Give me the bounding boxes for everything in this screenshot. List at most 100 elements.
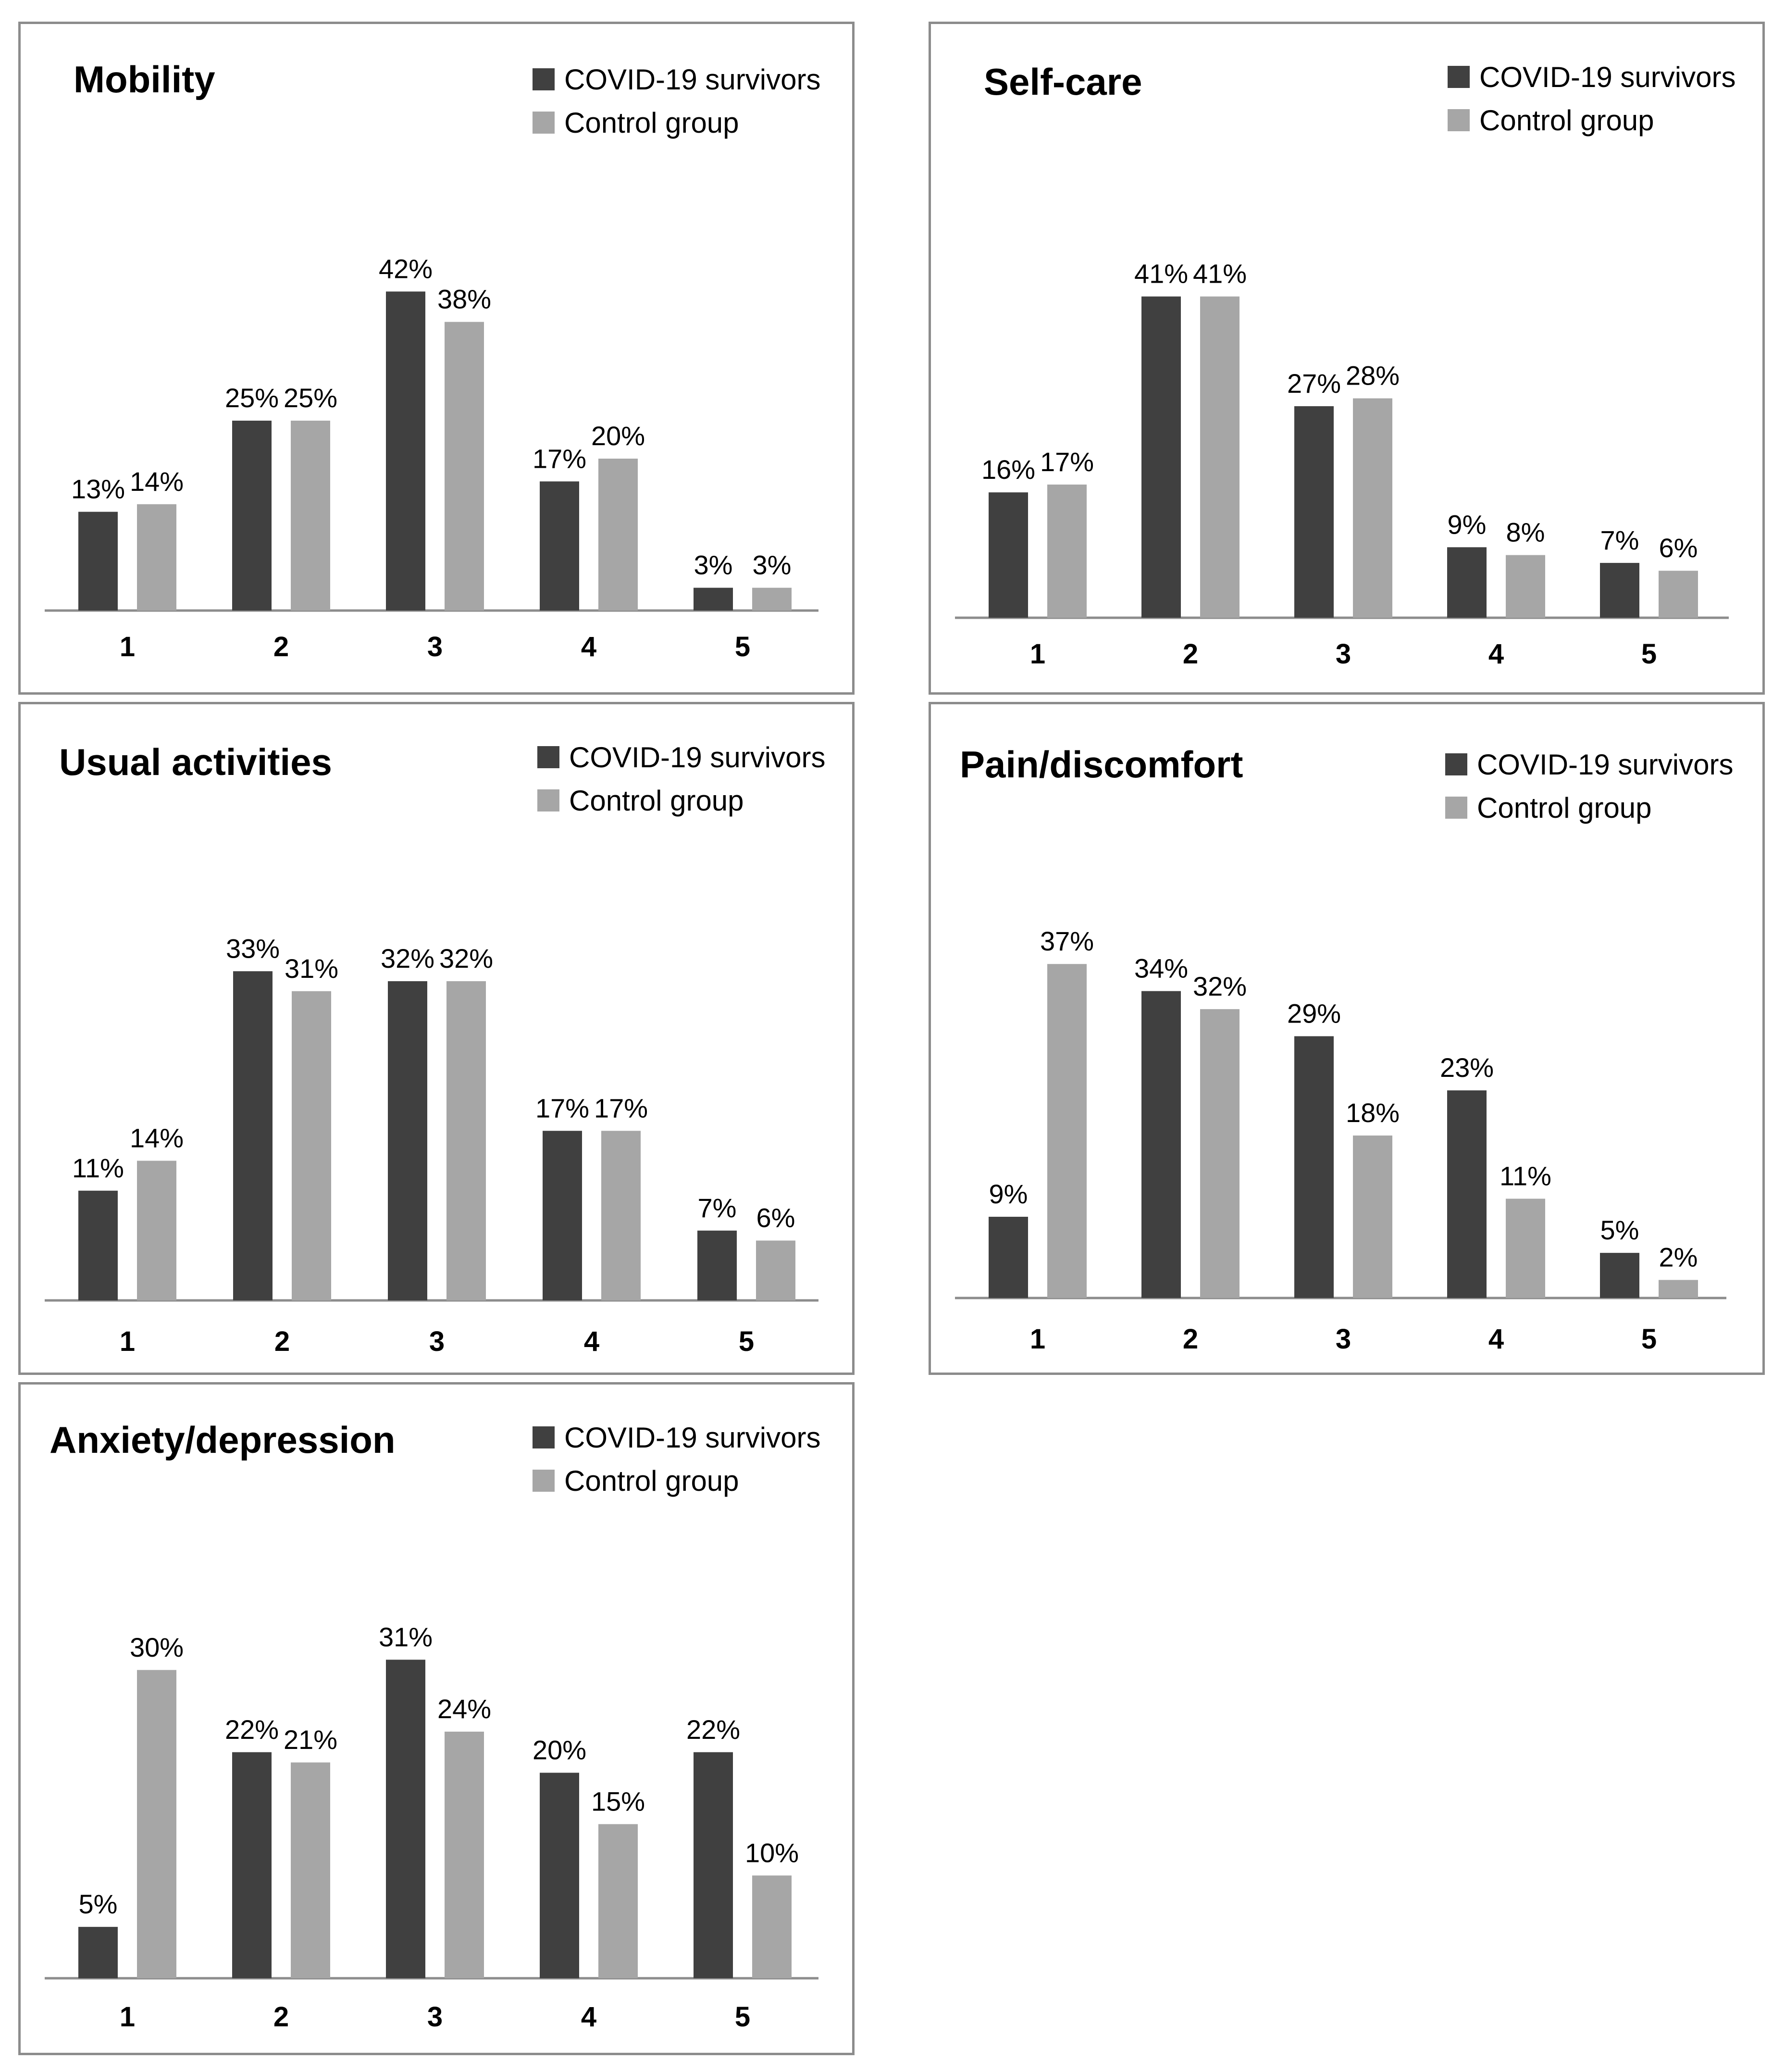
chart-panel-mobility: 13% 14% 1 25% 25% 2 42% 38% 3 17% 20% 4 3% 3% 5 Mobilit… bbox=[18, 22, 855, 695]
bar-covid-2 bbox=[232, 421, 272, 611]
bar-control-3 bbox=[1353, 398, 1392, 618]
chart-panel-pain-discomfort: 9% 37% 1 34% 32% 2 29% 18% 3 23% 11% 4 5% 2% 5 Pain/dis… bbox=[929, 702, 1765, 1375]
data-label: 27% bbox=[1287, 368, 1341, 399]
bar-covid-4 bbox=[543, 1131, 582, 1300]
bar-covid-3 bbox=[386, 291, 425, 611]
x-tick-label: 1 bbox=[1030, 1323, 1045, 1355]
chart-panel-self-care: 16% 17% 1 41% 41% 2 27% 28% 3 9% 8% 4 7% 6% 5 Self-care… bbox=[929, 22, 1765, 695]
data-label: 17% bbox=[533, 443, 586, 474]
bar-control-5 bbox=[756, 1240, 795, 1300]
data-label: 6% bbox=[1659, 533, 1698, 563]
bar-covid-1 bbox=[78, 512, 118, 611]
chart-plot: 11%14% 1 33%31% 2 32% 32% 3 17% 17% 4 7% 6% 5 bbox=[45, 933, 818, 1357]
legend-swatch bbox=[1448, 66, 1470, 88]
data-label: 3% bbox=[694, 550, 733, 580]
chart-title: Mobility bbox=[74, 58, 215, 100]
bar-covid-3 bbox=[1294, 1036, 1334, 1298]
data-label: 33% bbox=[226, 933, 280, 963]
legend-item: COVID-19 survivors bbox=[533, 58, 820, 101]
bar-covid-3 bbox=[386, 1660, 425, 1978]
x-tick-label: 3 bbox=[427, 631, 443, 662]
chart-plot: 13% 14% 1 25% 25% 2 42%38% 3 17%20% 4 3% 3% 5 bbox=[45, 253, 818, 662]
legend-item: Control group bbox=[1445, 786, 1733, 829]
data-label: 24% bbox=[437, 1694, 491, 1724]
data-label: 17% bbox=[594, 1093, 648, 1123]
bar-control-5 bbox=[752, 587, 792, 611]
chart-plot: 5%30%122% 21%231%24%320%15%422%10%5 bbox=[45, 1622, 818, 2033]
legend-item: Control group bbox=[533, 1459, 820, 1502]
data-label: 38% bbox=[437, 284, 491, 314]
data-label: 13% bbox=[71, 474, 125, 504]
data-label: 5% bbox=[1600, 1215, 1639, 1245]
x-tick-label: 4 bbox=[581, 631, 596, 662]
bar-control-1 bbox=[137, 1670, 176, 1978]
data-label: 2% bbox=[1659, 1242, 1698, 1272]
data-label: 16% bbox=[981, 454, 1035, 485]
bar-covid-5 bbox=[1600, 562, 1639, 618]
bar-control-1 bbox=[137, 1161, 176, 1300]
data-label: 17% bbox=[535, 1093, 589, 1123]
legend-label: Control group bbox=[1479, 104, 1654, 137]
x-tick-label: 5 bbox=[1641, 1323, 1657, 1355]
data-label: 22% bbox=[686, 1714, 740, 1745]
chart-panel-anxiety-depression: 5% 30% 1 22% 21% 2 31% 24% 3 20% 15% 4 22% 10% 5 Anxiet… bbox=[18, 1382, 855, 2055]
bar-covid-3 bbox=[388, 981, 427, 1300]
legend-swatch bbox=[533, 1470, 555, 1492]
data-label: 7% bbox=[698, 1193, 737, 1223]
bar-control-4 bbox=[1506, 1198, 1545, 1298]
data-label: 20% bbox=[591, 421, 645, 451]
bar-control-3 bbox=[445, 1732, 484, 1978]
data-label: 32% bbox=[1193, 971, 1247, 1001]
bar-control-1 bbox=[137, 504, 176, 611]
data-label: 34% bbox=[1134, 953, 1188, 984]
chart-title: Anxiety/depression bbox=[50, 1419, 396, 1461]
chart-title: Pain/discomfort bbox=[960, 743, 1243, 786]
x-tick-label: 1 bbox=[1030, 638, 1045, 670]
x-tick-label: 2 bbox=[274, 1326, 290, 1357]
legend-label: COVID-19 survivors bbox=[564, 63, 821, 96]
x-tick-label: 1 bbox=[120, 2001, 135, 2033]
data-label: 31% bbox=[285, 953, 338, 984]
bar-covid-4 bbox=[1447, 547, 1487, 618]
chart-title: Usual activities bbox=[59, 741, 332, 783]
x-tick-label: 3 bbox=[429, 1326, 445, 1357]
data-label: 14% bbox=[130, 466, 184, 497]
bar-covid-4 bbox=[540, 1772, 579, 1978]
data-label: 42% bbox=[379, 253, 433, 284]
bar-control-2 bbox=[291, 421, 330, 611]
data-label: 41% bbox=[1134, 259, 1188, 289]
data-label: 41% bbox=[1193, 259, 1247, 289]
bar-control-2 bbox=[292, 991, 331, 1300]
x-tick-label: 3 bbox=[1336, 638, 1351, 670]
bar-covid-5 bbox=[1600, 1253, 1639, 1298]
data-label: 10% bbox=[745, 1837, 799, 1868]
legend-label: COVID-19 survivors bbox=[569, 741, 826, 774]
chart-plot: 16% 17% 1 41% 41% 2 27% 28% 3 9% 8% 4 7% 6% 5 bbox=[955, 259, 1729, 670]
bar-control-5 bbox=[1659, 1280, 1698, 1298]
chart-title: Self-care bbox=[984, 61, 1142, 103]
legend-item: Control group bbox=[533, 101, 820, 144]
legend-label: COVID-19 survivors bbox=[1479, 61, 1736, 93]
data-label: 30% bbox=[130, 1632, 184, 1662]
data-label: 32% bbox=[439, 943, 493, 974]
bar-covid-2 bbox=[233, 971, 273, 1300]
x-tick-label: 2 bbox=[273, 2001, 289, 2033]
legend-item: COVID-19 survivors bbox=[533, 1416, 820, 1459]
bar-control-4 bbox=[601, 1131, 641, 1300]
chart-plot: 9% 37% 1 34%32% 2 29% 18% 3 23% 11% 4 5% 2% 5 bbox=[955, 926, 1726, 1355]
data-label: 23% bbox=[1440, 1052, 1494, 1083]
bar-covid-1 bbox=[78, 1190, 118, 1300]
x-tick-label: 4 bbox=[584, 1326, 599, 1357]
x-tick-label: 4 bbox=[1488, 1323, 1504, 1355]
x-tick-label: 2 bbox=[1183, 638, 1198, 670]
x-tick-label: 5 bbox=[1641, 638, 1657, 670]
legend-item: Control group bbox=[1448, 99, 1735, 142]
x-tick-label: 5 bbox=[739, 1326, 754, 1357]
bar-covid-4 bbox=[540, 481, 579, 611]
data-label: 31% bbox=[379, 1622, 433, 1652]
x-tick-label: 2 bbox=[1183, 1323, 1198, 1355]
legend-item: Control group bbox=[537, 779, 825, 822]
data-label: 15% bbox=[591, 1786, 645, 1816]
legend-label: Control group bbox=[569, 784, 744, 817]
data-label: 3% bbox=[753, 550, 792, 580]
